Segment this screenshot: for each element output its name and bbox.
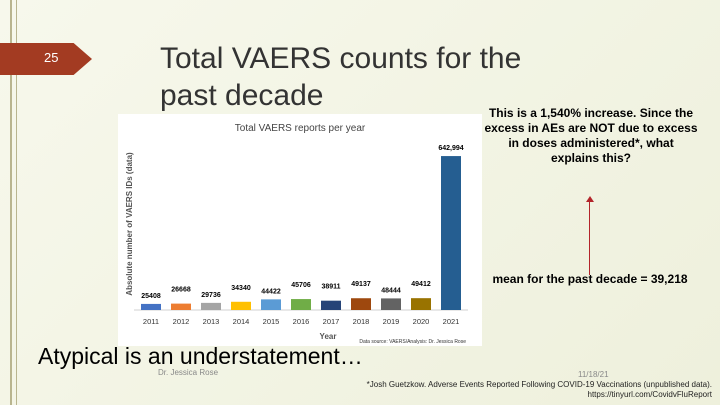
value-label-2021: 642,994 — [438, 145, 463, 152]
bar-2015 — [261, 299, 281, 310]
bar-2013 — [201, 302, 221, 310]
author-footer: Dr. Jessica Rose — [158, 368, 219, 377]
x-tick-2019: 2019 — [383, 317, 400, 326]
value-label-2016: 45706 — [291, 282, 311, 289]
bar-2012 — [171, 303, 191, 310]
value-label-2015: 44422 — [261, 288, 281, 295]
value-label-2012: 26668 — [171, 287, 191, 294]
value-label-2017: 38911 — [321, 284, 340, 291]
bar-2017 — [321, 300, 341, 310]
x-tick-2011: 2011 — [143, 317, 159, 326]
arrow-shaft — [589, 200, 590, 275]
footnote-citation: *Josh Guetzkow. Adverse Events Reported … — [366, 380, 712, 389]
arrow-up-icon — [586, 196, 594, 202]
slide-date: 11/18/21 — [578, 370, 609, 379]
decor-line — [10, 0, 12, 405]
bar-2019 — [381, 298, 401, 310]
chart-container: Total VAERS reports per year Absolute nu… — [118, 114, 482, 346]
bar-chart: Total VAERS reports per year Absolute nu… — [125, 123, 468, 345]
x-tick-2021: 2021 — [443, 317, 460, 326]
x-tick-2017: 2017 — [323, 317, 340, 326]
mean-note: mean for the past decade = 39,218 — [492, 272, 688, 286]
footnote: *Josh Guetzkow. Adverse Events Reported … — [367, 380, 712, 400]
x-tick-2015: 2015 — [263, 317, 280, 326]
bar-2014 — [231, 301, 251, 310]
slide-title: Total VAERS counts for the past decade — [160, 42, 522, 112]
value-label-2018: 49137 — [351, 281, 371, 288]
slide-number: 25 — [44, 50, 59, 65]
decor-line — [16, 0, 17, 405]
x-tick-2013: 2013 — [203, 317, 220, 326]
x-tick-2012: 2012 — [173, 317, 190, 326]
value-label-2013: 29736 — [201, 292, 221, 299]
value-label-2020: 49412 — [411, 281, 431, 288]
x-axis-label: Year — [320, 332, 337, 341]
bar-2021 — [441, 156, 461, 310]
bar-2018 — [351, 298, 371, 310]
chart-source: Data source: VAERS/Analysis: Dr. Jessica… — [359, 339, 466, 345]
bar-2016 — [291, 299, 311, 310]
x-tick-2018: 2018 — [353, 317, 370, 326]
value-label-2019: 48444 — [381, 287, 401, 294]
bar-2020 — [411, 298, 431, 310]
increase-note: This is a 1,540% increase. Since the exc… — [484, 106, 698, 165]
x-tick-2020: 2020 — [413, 317, 430, 326]
slide-number-banner — [0, 43, 92, 75]
slide-subtitle: Atypical is an understatement… — [38, 343, 363, 369]
x-tick-2014: 2014 — [233, 317, 250, 326]
footnote-url: https://tinyurl.com/CovidvFluReport — [587, 390, 713, 399]
y-axis-label: Absolute number of VAERS IDs (data) — [125, 152, 134, 296]
x-tick-2016: 2016 — [293, 317, 310, 326]
bar-2011 — [141, 303, 161, 310]
value-label-2014: 34340 — [231, 285, 251, 292]
value-label-2011: 25408 — [141, 293, 161, 300]
chart-title: Total VAERS reports per year — [235, 123, 366, 134]
